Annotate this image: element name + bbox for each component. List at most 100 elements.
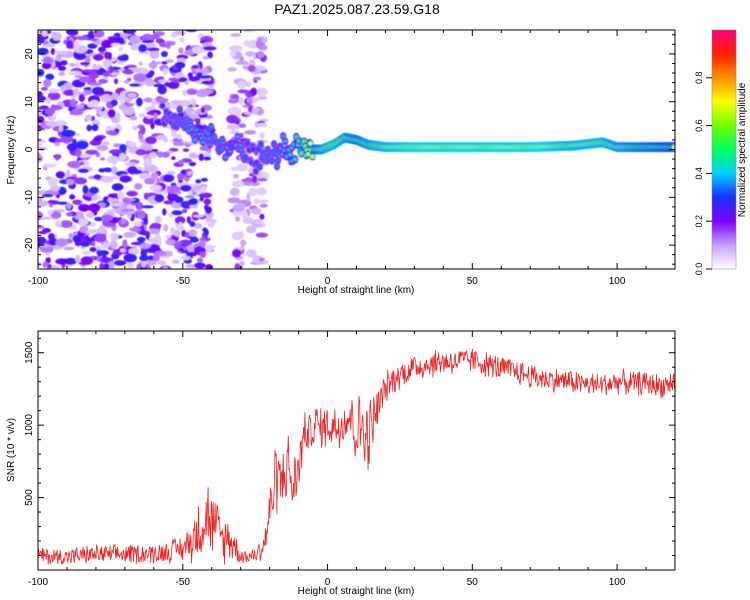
heatmap-cell (248, 187, 258, 197)
heatmap-cell (109, 240, 118, 249)
heatmap-cell (306, 152, 311, 156)
heatmap-cell (180, 184, 192, 192)
heatmap-cell (253, 220, 265, 225)
snr-x-axis: -100 -50 0 50 100 (28, 331, 676, 588)
heatmap-cell (161, 61, 168, 65)
heatmap-cell (38, 111, 42, 117)
heatmap-cell (77, 104, 85, 109)
heatmap-cell (257, 37, 263, 42)
heatmap-cell (232, 203, 245, 212)
heatmap-cell (173, 230, 181, 237)
heatmap-cell (227, 106, 242, 116)
heatmap-cell (55, 238, 69, 247)
heatmap-cell (84, 114, 93, 122)
heatmap-cell (189, 198, 198, 205)
heatmap-cell (68, 232, 74, 239)
heatmap-cell (310, 154, 315, 159)
heatmap-cell (138, 113, 145, 118)
heatmap-cell (189, 237, 199, 243)
heatmap-cell (43, 163, 58, 168)
heatmap-cell (113, 78, 119, 85)
heatmap-cell (181, 158, 193, 163)
heatmap-cell (172, 141, 185, 147)
heatmap-cell (123, 231, 137, 238)
heatmap-cells (38, 30, 675, 269)
heatmap-cell (119, 175, 132, 183)
heatmap-cell (256, 187, 267, 196)
heatmap-cell (177, 173, 185, 181)
heatmap-cell (47, 177, 58, 187)
heatmap-cell (66, 178, 75, 186)
heatmap-cell (153, 83, 165, 88)
heatmap-cell (89, 246, 97, 253)
heatmap-cell (148, 61, 158, 69)
heatmap-cell (93, 174, 102, 180)
heatmap-cell (237, 80, 246, 90)
heatmap-cell (196, 72, 203, 77)
heatmap-cell (188, 76, 200, 82)
heatmap-cell (237, 123, 247, 128)
heatmap-cell (170, 132, 178, 138)
heatmap-cell (60, 60, 68, 66)
heatmap-cell (178, 47, 184, 54)
heatmap-cell (38, 115, 45, 124)
heatmap-cell (78, 218, 89, 226)
heatmap-cell (230, 166, 240, 171)
x-tick-label: 0 (325, 577, 331, 588)
heatmap-cell (129, 35, 141, 45)
heatmap-cell (41, 193, 54, 198)
heatmap-cell (43, 78, 52, 88)
heatmap-cell (69, 110, 84, 116)
heatmap-cell (254, 76, 262, 81)
heatmap-cell (126, 77, 132, 82)
heatmap-cell (223, 155, 228, 159)
heatmap-cell (141, 260, 147, 268)
heatmap-cell (250, 207, 262, 215)
heatmap-cell (143, 192, 149, 200)
heatmap-cell (38, 262, 43, 268)
heatmap-cell (50, 185, 61, 192)
heatmap-cell (154, 194, 165, 203)
heatmap-cell (203, 156, 212, 161)
heatmap-cell (69, 98, 77, 108)
heatmap-cell (153, 113, 158, 118)
heatmap-cell (231, 231, 243, 241)
heatmap-cell (166, 185, 181, 193)
colorbar-gradient (712, 30, 736, 269)
heatmap-cell (229, 187, 240, 197)
heatmap-cell (201, 80, 214, 85)
heatmap-cell (163, 200, 174, 205)
heatmap-cell (104, 51, 110, 60)
heatmap-cell (107, 198, 120, 202)
heatmap-cell (145, 136, 157, 145)
heatmap-cell (200, 192, 213, 199)
heatmap-cell (116, 96, 123, 101)
heatmap-cell (38, 106, 45, 111)
heatmap-cell (255, 40, 264, 49)
heatmap-cell (249, 181, 261, 187)
heatmap-cell (189, 221, 196, 227)
snr-y-axis: 500 1000 1500 (24, 337, 675, 571)
heatmap-cell (40, 86, 48, 91)
heatmap-cell (75, 61, 80, 70)
heatmap-cell (174, 196, 184, 204)
heatmap-cell (170, 33, 178, 38)
heatmap-cell (185, 30, 198, 33)
heatmap-cell (98, 51, 106, 55)
heatmap-cell (109, 149, 123, 155)
heatmap-cell (150, 122, 155, 130)
y-tick-label: 500 (24, 489, 35, 506)
y-tick-label: 1500 (24, 341, 35, 364)
heatmap-cell (57, 65, 67, 71)
heatmap-cell (194, 262, 206, 269)
heatmap-cell (170, 182, 178, 187)
heatmap-cell (72, 199, 83, 205)
heatmap-cell (98, 168, 106, 173)
heatmap-cell (93, 136, 104, 141)
heatmap-cell (137, 213, 146, 219)
heatmap-cell (126, 191, 138, 197)
colorbar-tick-label: 0.2 (694, 215, 704, 228)
heatmap-cell (117, 190, 125, 200)
heatmap-cell (123, 80, 130, 84)
heatmap-cell (189, 204, 199, 209)
